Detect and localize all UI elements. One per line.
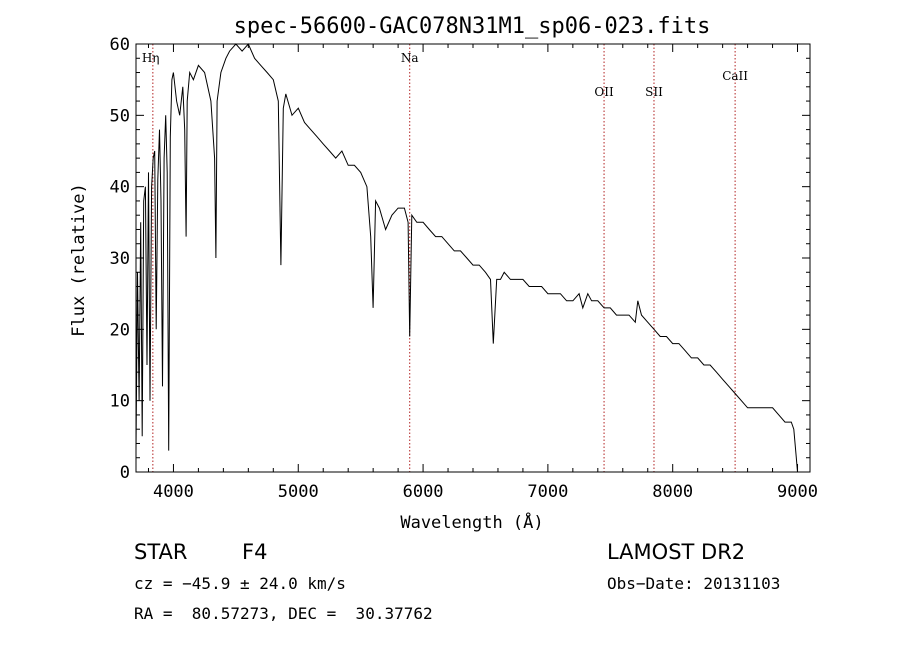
y-tick-label: 60 xyxy=(110,35,130,55)
x-tick-label: 9000 xyxy=(777,482,818,502)
redshift-value: cz = −45.9 ± 24.0 km/s xyxy=(134,574,346,593)
line-label-2: OII xyxy=(594,85,614,99)
line-label-3: SII xyxy=(645,85,663,99)
chart-title: spec-56600-GAC078N31M1_sp06-023.fits xyxy=(234,14,711,39)
y-axis-label: Flux (relative) xyxy=(69,183,89,337)
object-type: STAR xyxy=(134,540,188,564)
plot-frame xyxy=(135,43,811,473)
survey-name: LAMOST DR2 xyxy=(607,540,746,564)
x-axis-label: Wavelength (Å) xyxy=(400,511,543,533)
y-tick-label: 50 xyxy=(110,106,130,126)
y-tick-label: 20 xyxy=(110,320,130,340)
x-tick-label: 5000 xyxy=(278,482,319,502)
x-tick-label: 7000 xyxy=(527,482,568,502)
spectrum-line-0 xyxy=(135,43,798,473)
plot-area: Hη Na OII SII CaII 4000 5000 6000 7000 8000 9000 0 1… xyxy=(110,35,818,502)
line-label-4: CaII xyxy=(722,69,748,83)
x-tick-label: 4000 xyxy=(153,482,194,502)
y-tick-label: 30 xyxy=(110,249,130,269)
line-label-0: Hη xyxy=(142,51,160,65)
x-tick-label: 6000 xyxy=(403,482,444,502)
y-tick-label: 10 xyxy=(110,392,130,412)
coordinates: RA = 80.57273, DEC = 30.37762 xyxy=(134,604,433,623)
line-label-1: Na xyxy=(401,51,419,65)
x-tick-label: 8000 xyxy=(652,482,693,502)
y-tick-label: 0 xyxy=(120,463,130,483)
observation-date: Obs−Date: 20131103 xyxy=(607,574,781,593)
y-tick-label: 40 xyxy=(110,178,130,198)
object-subclass: F4 xyxy=(242,540,268,564)
